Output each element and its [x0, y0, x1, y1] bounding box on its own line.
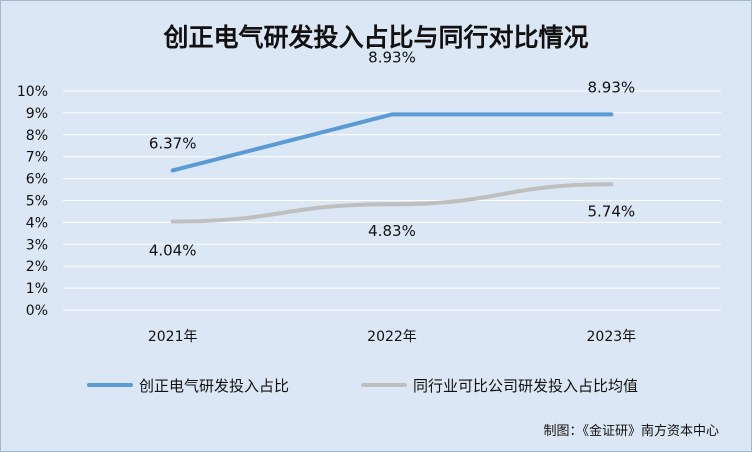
y-tick-label: 8%	[26, 128, 48, 144]
y-tick-label: 1%	[26, 281, 48, 297]
data-label: 4.83%	[368, 222, 416, 240]
credit-text: 制图：《金证研》南方资本中心	[543, 423, 719, 439]
x-tick-label: 2022年	[367, 329, 417, 345]
y-tick-label: 6%	[26, 172, 48, 188]
series-line-2	[170, 182, 614, 224]
y-tick-label: 9%	[26, 106, 48, 122]
series-lines	[170, 112, 614, 224]
y-tick-label: 10%	[17, 84, 48, 100]
y-tick-label: 5%	[26, 194, 48, 210]
data-label: 6.37%	[149, 134, 197, 152]
x-tick-label: 2023年	[587, 329, 637, 345]
data-labels: 6.37% 8.93% 8.93% 4.04% 4.83% 5.74%	[149, 48, 635, 259]
data-label: 8.93%	[368, 48, 416, 66]
legend-label: 创正电气研发投入占比	[139, 377, 289, 395]
y-tick-label: 3%	[26, 237, 48, 253]
data-label: 4.04%	[149, 242, 197, 260]
y-tick-label: 4%	[26, 215, 48, 231]
legend: 创正电气研发投入占比 同行业可比公司研发投入占比均值	[87, 377, 638, 395]
series-line-1	[170, 112, 614, 173]
y-tick-label: 0%	[26, 303, 48, 319]
data-label: 5.74%	[588, 202, 636, 220]
gridlines	[63, 90, 721, 311]
data-label: 8.93%	[588, 78, 636, 96]
y-tick-label: 2%	[26, 259, 48, 275]
y-tick-label: 7%	[26, 150, 48, 166]
x-axis-ticks: 2021年 2022年 2023年	[148, 329, 636, 345]
chart-title: 创正电气研发投入占比与同行对比情况	[162, 23, 588, 52]
y-axis-ticks: 0% 1% 2% 3% 4% 5% 6% 7% 8% 9% 10%	[17, 84, 48, 319]
x-tick-label: 2021年	[148, 329, 198, 345]
legend-label: 同行业可比公司研发投入占比均值	[413, 377, 638, 395]
